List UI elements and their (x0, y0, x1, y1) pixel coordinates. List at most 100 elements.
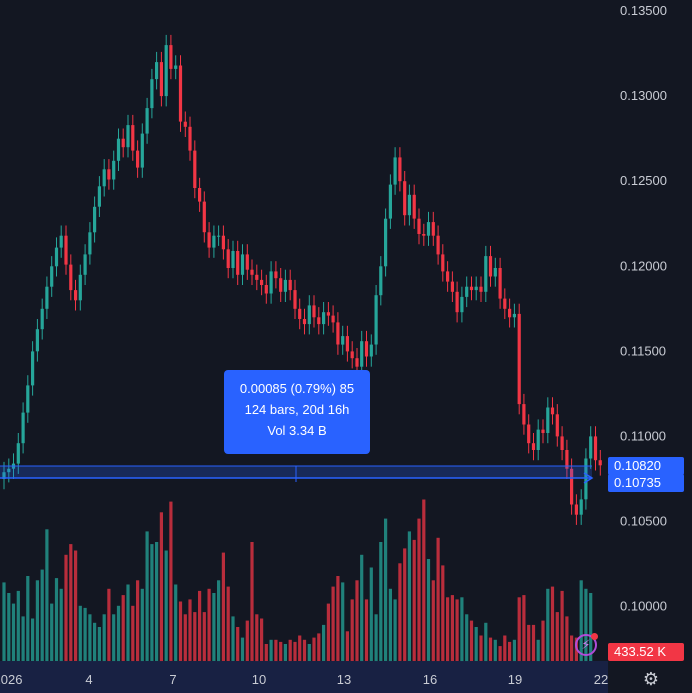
candle-body (293, 290, 297, 309)
volume-bar (26, 576, 30, 661)
candle-body (155, 62, 159, 80)
candle-body (178, 65, 183, 122)
candle (455, 281, 459, 323)
candle-body (598, 460, 602, 466)
candle-body (417, 218, 421, 234)
volume-bar (221, 552, 225, 661)
price-label-upper: 0.10820 (608, 457, 684, 475)
candle-body (498, 268, 502, 299)
volume-bar (469, 620, 474, 661)
candle-body (465, 286, 469, 297)
volume-bar (431, 580, 435, 662)
volume-bar (150, 544, 154, 661)
candle-body (202, 201, 206, 233)
candle (388, 174, 392, 229)
candle-body (264, 285, 268, 294)
volume-bar (426, 559, 431, 661)
candle (145, 97, 149, 144)
candle (202, 191, 206, 243)
x-tick-label: 4 (85, 672, 92, 687)
y-axis-ticks: 0.13500 0.13000 0.12500 0.12000 0.11500 0.110… (620, 3, 667, 613)
volume-bar (555, 612, 559, 661)
volume-bar (493, 639, 497, 662)
volume-bar (322, 624, 326, 661)
candle (169, 34, 173, 80)
volume-bar (584, 588, 588, 662)
candle-body (412, 194, 416, 219)
candle-body (40, 308, 44, 330)
volume-bar (422, 499, 426, 661)
candle (40, 298, 44, 340)
candle (407, 184, 411, 226)
candle-body (35, 329, 39, 352)
candle-body (584, 458, 588, 500)
x-tick-label: 16 (423, 672, 437, 687)
candle-body (188, 126, 192, 151)
volume-bar (355, 580, 359, 662)
volume-bar (21, 616, 25, 661)
candle (436, 225, 440, 265)
candle-body (83, 254, 87, 275)
volume-bar (231, 616, 235, 661)
volume-bar (341, 582, 345, 661)
candle (460, 286, 464, 323)
candle (317, 307, 321, 335)
volume-bar (360, 554, 364, 662)
volume-bar (350, 599, 354, 661)
gear-icon[interactable]: ⚙ (642, 669, 660, 689)
volume-bar (393, 599, 397, 661)
candle-body (164, 45, 168, 97)
candle (570, 458, 574, 515)
volume-bar (140, 588, 144, 662)
candle (193, 140, 197, 199)
candle-body (31, 351, 35, 386)
volume-bar (446, 597, 450, 662)
candle-body (217, 235, 221, 237)
volume-bar (388, 588, 392, 662)
volume-bars (2, 499, 593, 662)
candle (78, 264, 82, 311)
volume-bar (398, 563, 402, 661)
volume-bar (54, 578, 59, 661)
x-tick-label: 10 (252, 672, 266, 687)
candle-body (436, 235, 440, 255)
volume-bar (97, 627, 101, 661)
price-label-lower: 0.10735 (608, 474, 684, 492)
lightning-icon[interactable]: ⚡ (575, 634, 597, 656)
volume-bar (59, 588, 63, 662)
volume-bar (369, 567, 373, 661)
candle-body (207, 232, 211, 248)
candle (93, 196, 97, 243)
candle (541, 419, 545, 444)
candle (298, 298, 302, 330)
candle (450, 271, 454, 302)
candle (522, 393, 526, 435)
candle-body (517, 313, 521, 405)
candle (16, 433, 20, 474)
candle-body (93, 206, 97, 233)
volume-bar (69, 544, 73, 661)
candle (584, 448, 588, 510)
candle (493, 257, 497, 287)
candle-body (488, 256, 493, 277)
candle (431, 211, 435, 246)
candle-body (360, 341, 364, 367)
candle (236, 240, 240, 285)
candle (107, 159, 111, 190)
candle-body (21, 412, 25, 444)
candle (126, 114, 130, 158)
candle-body (131, 125, 135, 151)
candle (345, 325, 349, 362)
x-tick-label: 7 (169, 672, 176, 687)
volume-bar (78, 605, 82, 662)
measure-range (0, 465, 594, 484)
volume-bar (88, 614, 92, 662)
candle-body (574, 504, 578, 515)
volume-bar (403, 548, 407, 661)
candle-body (64, 235, 68, 265)
volume-bar (136, 580, 140, 662)
volume-bar (31, 618, 35, 661)
volume-bar (589, 593, 593, 661)
candle (231, 240, 235, 279)
